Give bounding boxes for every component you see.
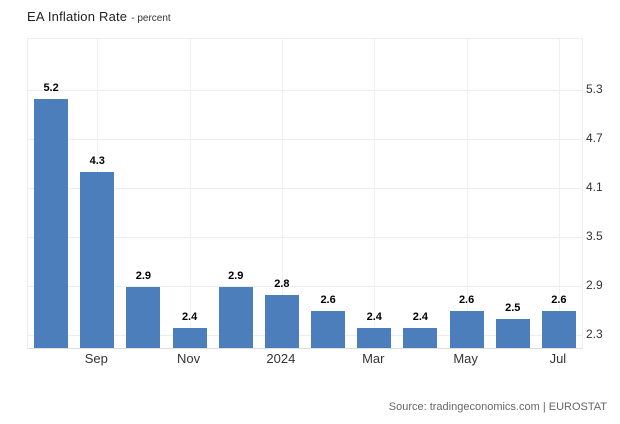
bar-value-label: 2.6 (458, 294, 475, 307)
bar (311, 311, 346, 348)
y-axis-tick-label: 3.5 (586, 228, 603, 243)
bar-value-label: 2.6 (320, 294, 336, 307)
bar-value-label: 4.3 (89, 155, 105, 168)
bar-value-label: 2.6 (551, 294, 567, 307)
y-axis-tick-label: 4.1 (586, 179, 603, 194)
bar-value-label: 2.4 (412, 310, 429, 323)
bar (218, 286, 253, 348)
bar (126, 286, 161, 348)
x-axis-tick-label: May (453, 351, 478, 366)
plot-area: 5.2 4.3 2.9 2.4 2.9 2.8 2.6 2.4 2.4 2.6 2.5 2.6 (27, 38, 583, 349)
bar (34, 98, 69, 348)
bar-value-label: 2.4 (366, 310, 382, 323)
bar (495, 319, 530, 348)
bar (357, 327, 392, 348)
bar-value-label: 2.4 (181, 310, 198, 323)
bar (264, 294, 299, 348)
v-gridline (558, 39, 560, 348)
y-axis-tick-label: 4.7 (586, 130, 603, 145)
h-gridline (28, 138, 582, 140)
y-axis-tick-label: 2.9 (586, 277, 603, 292)
y-axis-tick-label: 2.3 (586, 326, 603, 341)
v-gridline (281, 39, 283, 348)
v-gridline (189, 39, 191, 348)
chart-subtitle: - percent (131, 13, 171, 24)
h-gridline (28, 187, 582, 189)
y-axis-tick-label: 5.3 (586, 81, 603, 96)
h-gridline (28, 89, 582, 91)
v-gridline (466, 39, 468, 348)
h-gridline (28, 285, 582, 287)
bar (449, 311, 484, 348)
x-axis-tick-label: Jul (549, 351, 567, 366)
bar (541, 311, 576, 348)
bar (172, 327, 207, 348)
h-gridline (28, 334, 582, 336)
x-axis-tick-label: 2024 (266, 351, 296, 366)
bar (403, 327, 438, 348)
x-axis-tick-label: Sep (84, 351, 108, 366)
bar-value-label: 2.8 (274, 277, 290, 290)
bar-value-label: 2.5 (505, 302, 521, 315)
bar (80, 172, 115, 348)
bar-value-label: 2.9 (135, 269, 152, 282)
v-gridline (374, 39, 376, 348)
bar-value-label: 2.9 (228, 269, 244, 282)
chart-title: EA Inflation Rate (27, 9, 128, 24)
x-axis-tick-label: Mar (362, 351, 385, 366)
h-gridline (28, 236, 582, 238)
chart-title-row: EA Inflation Rate - percent (27, 8, 171, 26)
source-attribution: Source: tradingeconomics.com | EUROSTAT (388, 401, 607, 413)
bar-value-label: 5.2 (43, 81, 59, 94)
x-axis-tick-label: Nov (177, 351, 201, 366)
